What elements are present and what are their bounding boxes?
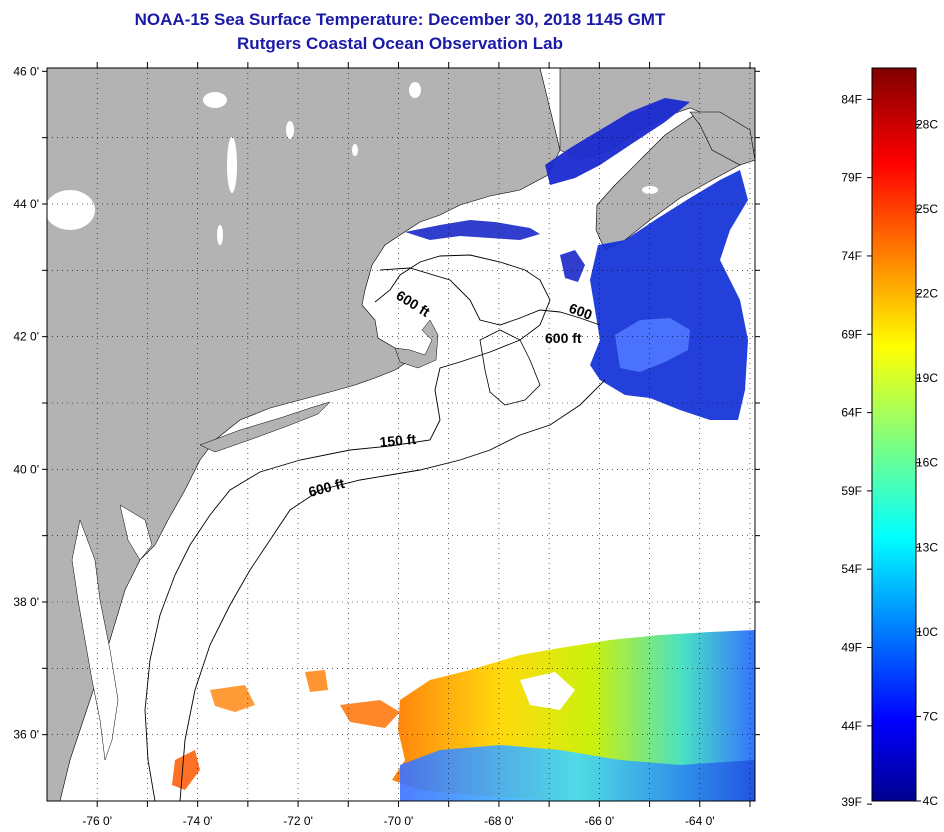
sst-patch-west-3 — [305, 670, 328, 692]
lat-tick-label: 36 0' — [13, 728, 39, 742]
colorbar-fahrenheit-labels: 84F 79F 74F 69F 64F 59F 54F 49F 44F 39F — [841, 92, 872, 809]
colorbar-c-label: 25C — [916, 202, 938, 216]
contour-150ft — [144, 254, 551, 801]
land-nova-scotia-tip — [689, 111, 755, 166]
contour-600ft-inner — [479, 329, 541, 406]
contour-label: 150 ft — [379, 431, 417, 450]
sst-patch-bay-of-fundy — [545, 98, 690, 185]
lat-tick-label: 46 0' — [13, 64, 39, 78]
lake — [217, 225, 223, 245]
sst-patch-gulf-maine-c — [560, 250, 585, 282]
lat-tick-label: 40 0' — [13, 462, 39, 476]
colorbar-f-label: 64F — [841, 406, 862, 420]
lake — [227, 137, 237, 193]
colorbar-c-label: 16C — [916, 456, 938, 470]
lat-tick-label: 44 0' — [13, 197, 39, 211]
lat-tick-label: 38 0' — [13, 595, 39, 609]
colorbar-f-label: 74F — [841, 249, 862, 263]
colorbar-f-label: 54F — [841, 562, 862, 576]
lon-tick-label: -74 0' — [183, 814, 213, 828]
lake — [203, 92, 227, 108]
colorbar-f-label: 39F — [841, 795, 862, 809]
chesapeake-bay — [71, 519, 119, 761]
colorbar-c-label: 4C — [923, 794, 939, 808]
sst-cloud-gap — [520, 672, 575, 710]
lake — [409, 82, 421, 98]
colorbar-f-label: 49F — [841, 641, 862, 655]
colorbar-f-label: 84F — [841, 92, 862, 106]
contour-600ft-shelf — [179, 379, 606, 801]
lon-tick-label: -76 0' — [82, 814, 112, 828]
gridlines — [47, 68, 755, 801]
colorbar-celsius-labels: 28C 25C 22C 19C 16C 13C 10C 7C 4C — [916, 117, 938, 808]
delaware-bay — [119, 504, 153, 561]
long-island — [199, 401, 331, 453]
contour-label: 600 — [567, 300, 595, 323]
longitude-axis: -76 0' -74 0' -72 0' -70 0' -68 0' -66 0' -64 … — [82, 62, 751, 828]
lon-tick-label: -72 0' — [283, 814, 313, 828]
map-subtitle: Rutgers Coastal Ocean Observation Lab — [237, 34, 563, 53]
contour-label: 600 ft — [393, 287, 433, 320]
lake — [286, 121, 294, 139]
sst-patch-west-2 — [210, 685, 255, 712]
latitude-axis: 46 0' 44 0' 42 0' 40 0' 38 0' 36 0' — [13, 64, 760, 742]
lake — [642, 186, 658, 194]
contour-label: 600 ft — [307, 475, 347, 500]
sst-patch-west-4 — [340, 700, 400, 728]
colorbar-f-label: 59F — [841, 484, 862, 498]
lat-tick-label: 42 0' — [13, 330, 39, 344]
map-title: NOAA-15 Sea Surface Temperature: Decembe… — [134, 10, 666, 29]
contour-label: 600 ft — [545, 330, 582, 346]
lon-tick-label: -64 0' — [685, 814, 715, 828]
colorbar-f-label: 79F — [841, 171, 862, 185]
sst-patch-georges-bank — [615, 318, 690, 372]
lon-tick-label: -70 0' — [384, 814, 414, 828]
land-us-northeast — [47, 68, 561, 801]
sst-patch-west-1 — [172, 750, 200, 790]
cape-cod — [394, 319, 439, 369]
lake — [352, 144, 358, 156]
colorbar-c-label: 13C — [916, 540, 938, 554]
colorbar-f-label: 69F — [841, 327, 862, 341]
colorbar-c-label: 7C — [923, 709, 939, 723]
contour-600ft-gulf — [379, 267, 601, 326]
sst-patch-gulf-stream-low — [400, 745, 755, 801]
colorbar-c-label: 28C — [916, 117, 938, 131]
colorbar-c-label: 10C — [916, 625, 938, 639]
lake — [47, 190, 95, 230]
colorbar — [871, 67, 917, 802]
colorbar-c-label: 19C — [916, 371, 938, 385]
sst-patch-gulf-maine-w — [405, 220, 540, 240]
colorbar-f-label: 44F — [841, 719, 862, 733]
map-frame — [46, 67, 756, 802]
colorbar-c-label: 22C — [916, 287, 938, 301]
lon-tick-label: -66 0' — [585, 814, 615, 828]
lon-tick-label: -68 0' — [484, 814, 514, 828]
